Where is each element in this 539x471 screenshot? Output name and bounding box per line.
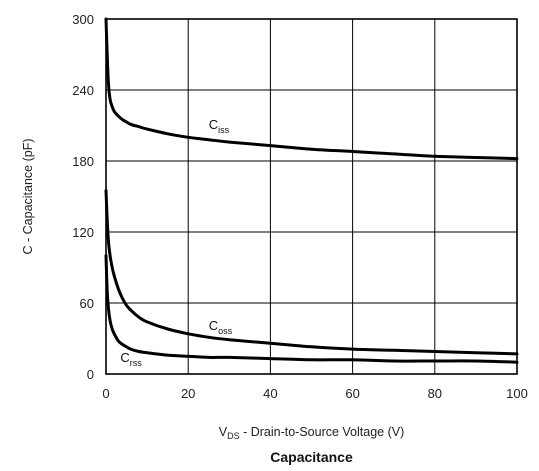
x-axis-label-sub: DS bbox=[227, 431, 240, 441]
series-layer bbox=[104, 17, 519, 364]
y-tick-label: 300 bbox=[72, 12, 94, 27]
series-line-coss bbox=[104, 189, 519, 356]
x-tick-label: 20 bbox=[181, 386, 195, 401]
series-labels: Ciss Coss Crss bbox=[120, 117, 232, 368]
series-label-ciss: Ciss bbox=[209, 117, 230, 135]
y-tick-labels: 0 60 120 180 240 300 bbox=[72, 12, 94, 382]
series-line-ciss bbox=[104, 17, 519, 161]
y-axis-label: C - Capacitance (pF) bbox=[21, 138, 35, 254]
x-tick-label: 0 bbox=[102, 386, 109, 401]
series-label-crss: Crss bbox=[120, 350, 142, 368]
x-axis-label-suffix: - Drain-to-Source Voltage (V) bbox=[240, 425, 405, 439]
x-tick-labels: 0 20 40 60 80 100 bbox=[102, 386, 527, 401]
x-axis-label-prefix: V bbox=[219, 425, 228, 439]
x-tick-label: 60 bbox=[345, 386, 359, 401]
series-line-crss bbox=[104, 254, 519, 364]
plot-frame bbox=[105, 18, 518, 375]
x-tick-label: 100 bbox=[506, 386, 528, 401]
y-tick-label: 120 bbox=[72, 225, 94, 240]
x-tick-label: 40 bbox=[263, 386, 277, 401]
y-tick-label: 240 bbox=[72, 83, 94, 98]
x-axis-label: VDS - Drain-to-Source Voltage (V) bbox=[219, 425, 405, 441]
y-tick-label: 180 bbox=[72, 154, 94, 169]
chart-title: Capacitance bbox=[270, 449, 353, 465]
grid bbox=[106, 19, 517, 374]
series-label-coss: Coss bbox=[209, 318, 233, 336]
y-tick-label: 60 bbox=[80, 296, 94, 311]
x-tick-label: 80 bbox=[428, 386, 442, 401]
y-tick-label: 0 bbox=[87, 367, 94, 382]
